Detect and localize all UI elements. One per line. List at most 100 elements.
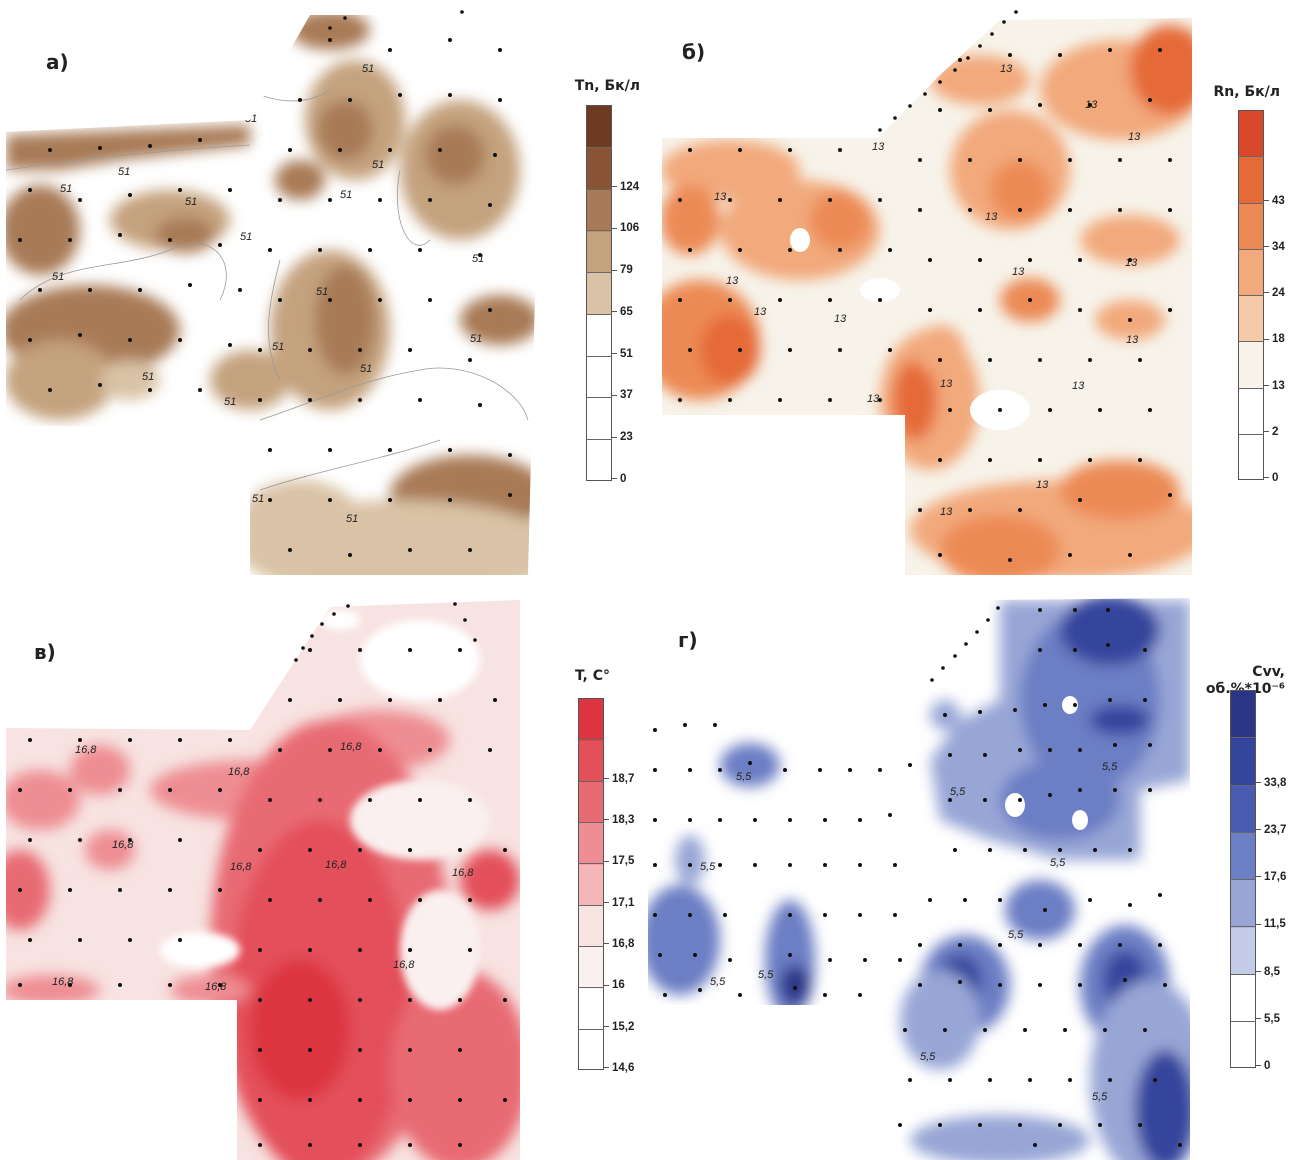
legend-tick-label: 13 [1264, 380, 1285, 392]
legend-tick-label: 106 [612, 222, 639, 234]
svg-text:13: 13 [1036, 479, 1049, 491]
legend-tick-label: 15,2 [604, 1021, 634, 1033]
legend-divider [578, 987, 604, 989]
legend-tick-label: 17,5 [604, 855, 634, 867]
svg-text:16,8: 16,8 [230, 861, 252, 873]
map-panel-a: 51 51 51 51 51 51 51 51 51 51 51 51 51 5… [6, 15, 542, 575]
legend-divider [578, 863, 604, 865]
svg-text:13: 13 [940, 506, 953, 518]
svg-text:16,8: 16,8 [112, 839, 134, 851]
svg-text:16,8: 16,8 [340, 741, 362, 753]
legend-tick-label: 0 [612, 473, 626, 485]
legend-divider [586, 355, 612, 357]
legend-tick-label: 5,5 [1256, 1013, 1280, 1025]
legend-divider [1230, 973, 1256, 975]
svg-text:13: 13 [940, 378, 953, 390]
svg-text:5,5: 5,5 [1092, 1091, 1108, 1103]
svg-text:13: 13 [1072, 380, 1085, 392]
svg-text:51: 51 [346, 513, 358, 525]
svg-text:16,8: 16,8 [393, 959, 415, 971]
svg-text:16,8: 16,8 [325, 859, 347, 871]
legend-divider [1238, 295, 1264, 296]
svg-text:13: 13 [872, 141, 885, 153]
legend-divider [586, 313, 612, 315]
legend-title-b: Rn, Бк/л [1213, 84, 1280, 100]
svg-text:13: 13 [1012, 266, 1025, 278]
legend-divider [1238, 202, 1264, 204]
svg-text:51: 51 [224, 396, 236, 408]
legend-divider [1238, 341, 1264, 343]
svg-text:5,5: 5,5 [1008, 929, 1024, 941]
svg-text:51: 51 [360, 363, 372, 375]
map-panel-d: 5,5 5,5 5,5 5,5 5,5 5,5 5,5 5,5 5,5 5,5 [648, 598, 1190, 1160]
legend-divider [586, 272, 612, 274]
legend-tick-label: 11,5 [1256, 918, 1286, 930]
legend-tick-label: 0 [1264, 472, 1278, 484]
svg-text:51: 51 [52, 271, 64, 283]
svg-text:5,5: 5,5 [700, 861, 716, 873]
legend-divider [1230, 1020, 1256, 1022]
legend-title-d: Cvv, об.%*10⁻⁶ [1190, 664, 1285, 698]
panel-label-b: б) [682, 40, 706, 64]
svg-text:51: 51 [240, 231, 252, 243]
svg-text:51: 51 [252, 493, 264, 505]
svg-text:51: 51 [316, 286, 328, 298]
legend-divider [1238, 248, 1264, 250]
legend-divider [1238, 156, 1264, 158]
legend-title-d-line1: Cvv, [1252, 664, 1285, 680]
legend-tick-label: 17,6 [1256, 871, 1286, 883]
legend-tick-label: 8,5 [1256, 966, 1280, 978]
svg-text:13: 13 [714, 191, 727, 203]
legend-divider [1238, 433, 1264, 435]
svg-text:51: 51 [372, 159, 384, 171]
legend-tick-label: 34 [1264, 241, 1285, 253]
legend-divider [586, 397, 612, 399]
legend-tick-label: 16,8 [604, 938, 634, 950]
svg-text:13: 13 [1126, 334, 1139, 346]
legend-divider [578, 1028, 604, 1030]
legend-tick-label: 0 [1256, 1060, 1270, 1072]
svg-text:51: 51 [245, 113, 257, 125]
legend-colorbar [578, 698, 604, 1070]
legend-divider [578, 946, 604, 947]
legend-tick-label: 37 [612, 389, 633, 401]
legend-divider [578, 780, 604, 782]
legend-divider [1238, 387, 1264, 389]
sample-points-b [678, 48, 1172, 562]
svg-text:16,8: 16,8 [452, 867, 474, 879]
svg-text:51: 51 [362, 63, 374, 75]
legend-tick-label: 18,7 [604, 773, 634, 785]
legend-title-d-line2: об.%*10⁻⁶ [1205, 681, 1285, 697]
svg-text:5,5: 5,5 [1102, 761, 1118, 773]
svg-text:51: 51 [118, 166, 130, 178]
legend-tick-label: 33,8 [1256, 777, 1286, 789]
map-panel-c: 16,8 16,8 16,8 16,8 16,8 16,8 16,8 16,8 … [6, 600, 520, 1160]
svg-text:16,8: 16,8 [205, 981, 227, 993]
legend-divider [1230, 831, 1256, 833]
legend-divider [578, 822, 604, 823]
svg-text:51: 51 [185, 196, 197, 208]
svg-text:5,5: 5,5 [1050, 857, 1066, 869]
legend-tick-label: 23 [612, 431, 633, 443]
svg-text:5,5: 5,5 [920, 1051, 936, 1063]
svg-text:5,5: 5,5 [758, 969, 774, 981]
legend-divider [1230, 737, 1256, 739]
svg-text:51: 51 [272, 341, 284, 353]
legend-tick-label: 65 [612, 306, 633, 318]
svg-text:51: 51 [340, 189, 352, 201]
panel-label-d: г) [678, 628, 698, 652]
legend-divider [586, 439, 612, 441]
legend-colorbar [586, 105, 612, 481]
legend-tick-label: 16 [604, 979, 625, 991]
svg-text:51: 51 [60, 183, 72, 195]
legend-tick-label: 14,6 [604, 1062, 634, 1074]
legend-tick-label: 17,1 [604, 897, 634, 909]
legend-divider [1230, 926, 1256, 928]
panel-label-c: в) [34, 640, 56, 664]
svg-text:5,5: 5,5 [710, 976, 726, 988]
legend-divider [578, 904, 604, 906]
svg-text:13: 13 [867, 393, 880, 405]
svg-text:13: 13 [1000, 63, 1013, 75]
legend-tick-label: 24 [1264, 287, 1285, 299]
